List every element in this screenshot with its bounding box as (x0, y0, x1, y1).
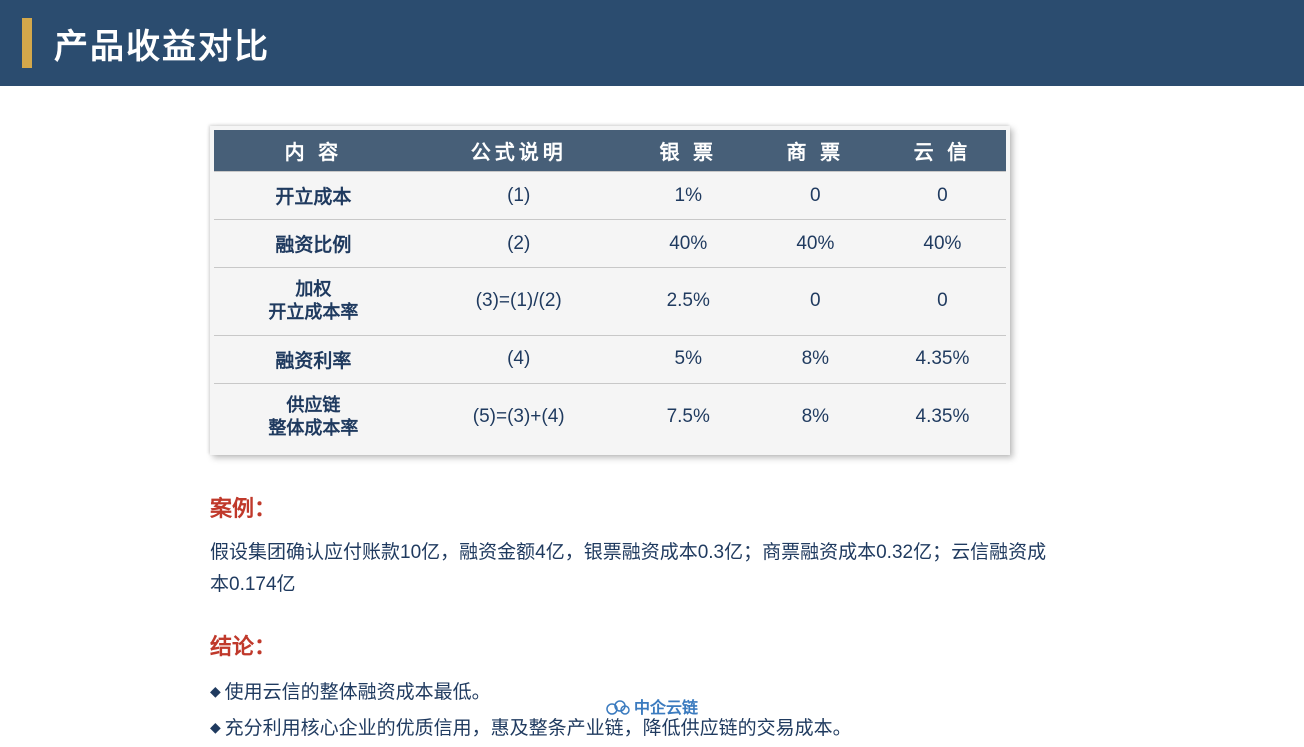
row-label: 融资利率 (214, 335, 413, 383)
row-label: 加权开立成本率 (214, 268, 413, 336)
table-row: 加权开立成本率(3)=(1)/(2)2.5%00 (214, 268, 1006, 336)
table-cell: 0 (879, 268, 1006, 336)
case-text: 假设集团确认应付账款10亿，融资金额4亿，银票融资成本0.3亿；商票融资成本0.… (210, 537, 1060, 602)
table-cell: 40% (752, 220, 879, 268)
col-formula: 公式说明 (413, 130, 625, 172)
table-cell: 0 (879, 172, 1006, 220)
table-header-row: 内 容 公式说明 银 票 商 票 云 信 (214, 130, 1006, 172)
table-cell: 4.35% (879, 383, 1006, 450)
page-title: 产品收益对比 (54, 19, 270, 68)
col-commercial: 商 票 (752, 130, 879, 172)
col-bank: 银 票 (625, 130, 752, 172)
table-cell: 0 (752, 172, 879, 220)
table-row: 融资利率(4)5%8%4.35% (214, 335, 1006, 383)
table-cell: 5% (625, 335, 752, 383)
table-body: 开立成本(1)1%00融资比例(2)40%40%40%加权开立成本率(3)=(1… (214, 172, 1006, 451)
col-content: 内 容 (214, 130, 413, 172)
table-cell: (2) (413, 220, 625, 268)
col-cloud: 云 信 (879, 130, 1006, 172)
case-heading: 案例： (210, 491, 1060, 523)
table-cell: 2.5% (625, 268, 752, 336)
table-cell: 1% (625, 172, 752, 220)
table-cell: 40% (625, 220, 752, 268)
logo-icon (606, 697, 630, 715)
header-bar: 产品收益对比 (0, 0, 1304, 86)
table-cell: (3)=(1)/(2) (413, 268, 625, 336)
table-cell: 0 (752, 268, 879, 336)
table-cell: 7.5% (625, 383, 752, 450)
row-label: 供应链整体成本率 (214, 383, 413, 450)
accent-bar (22, 18, 32, 68)
footer-logo: 中企云链 (606, 694, 698, 718)
logo-text: 中企云链 (634, 694, 698, 718)
table-cell: (5)=(3)+(4) (413, 383, 625, 450)
table-row: 供应链整体成本率(5)=(3)+(4)7.5%8%4.35% (214, 383, 1006, 450)
comparison-table: 内 容 公式说明 银 票 商 票 云 信 开立成本(1)1%00融资比例(2)4… (214, 130, 1006, 451)
table-row: 融资比例(2)40%40%40% (214, 220, 1006, 268)
table-cell: 4.35% (879, 335, 1006, 383)
conclusion-heading: 结论： (210, 629, 1060, 661)
table-cell: (1) (413, 172, 625, 220)
table-cell: 8% (752, 383, 879, 450)
comparison-table-wrapper: 内 容 公式说明 银 票 商 票 云 信 开立成本(1)1%00融资比例(2)4… (210, 126, 1010, 455)
table-cell: 40% (879, 220, 1006, 268)
row-label: 融资比例 (214, 220, 413, 268)
table-row: 开立成本(1)1%00 (214, 172, 1006, 220)
row-label: 开立成本 (214, 172, 413, 220)
table-cell: 8% (752, 335, 879, 383)
content-area: 内 容 公式说明 银 票 商 票 云 信 开立成本(1)1%00融资比例(2)4… (0, 86, 1060, 747)
table-cell: (4) (413, 335, 625, 383)
